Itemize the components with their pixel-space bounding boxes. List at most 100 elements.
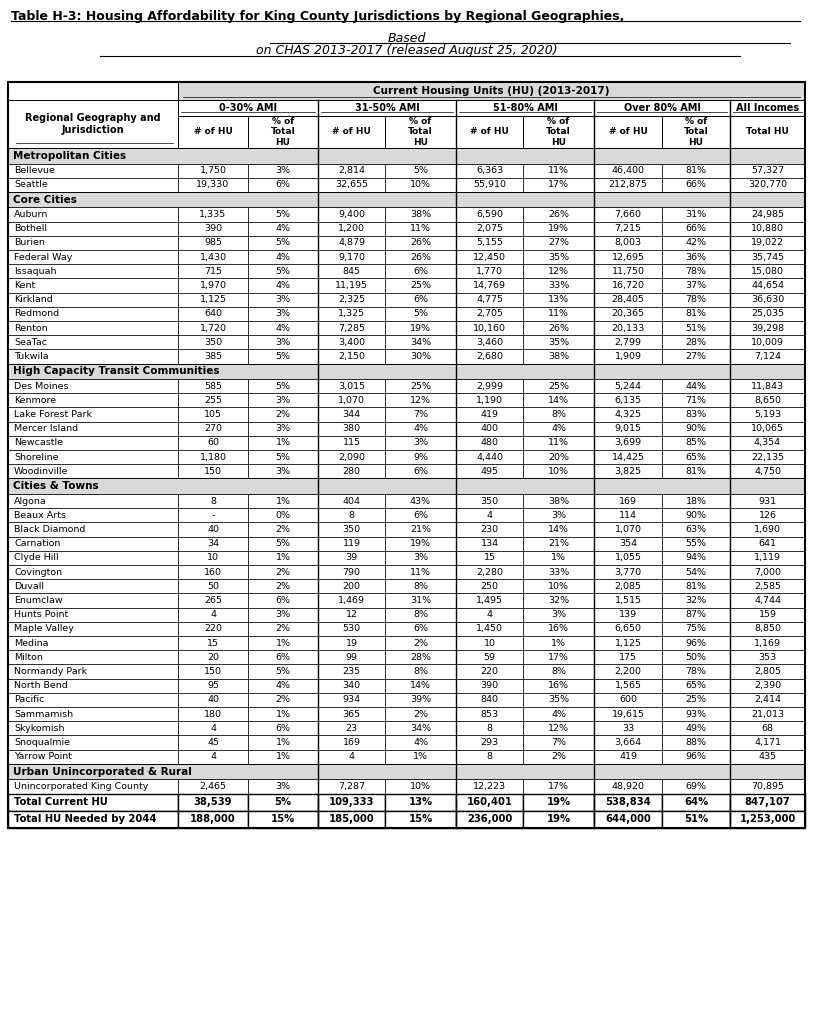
Text: 14%: 14%	[548, 396, 569, 404]
Text: Burien: Burien	[14, 239, 45, 248]
Text: 65%: 65%	[685, 681, 706, 690]
Bar	[523, 522, 594, 537]
Bar	[730, 537, 805, 551]
Text: 31%: 31%	[685, 210, 706, 219]
Text: 6%: 6%	[413, 625, 428, 634]
Bar	[594, 236, 662, 250]
Bar	[523, 750, 594, 764]
Text: 40: 40	[207, 695, 219, 705]
Text: 17%: 17%	[548, 180, 569, 189]
Bar	[523, 551, 594, 565]
Text: 8%: 8%	[551, 667, 566, 676]
Text: Kenmore: Kenmore	[14, 396, 56, 404]
Text: 11,195: 11,195	[335, 281, 368, 290]
Bar	[248, 707, 318, 721]
Text: 71%: 71%	[685, 396, 706, 404]
Bar	[456, 464, 523, 478]
Bar	[594, 794, 662, 811]
Bar	[318, 508, 385, 522]
Text: 5%: 5%	[413, 166, 428, 175]
Bar	[594, 522, 662, 537]
Text: 10: 10	[484, 639, 495, 647]
Bar	[594, 321, 662, 335]
Text: 8%: 8%	[551, 410, 566, 419]
Text: 6%: 6%	[276, 180, 290, 189]
Text: Beaux Arts: Beaux Arts	[14, 511, 66, 520]
Text: 6%: 6%	[413, 467, 428, 476]
Bar	[523, 116, 594, 148]
Bar	[385, 580, 456, 593]
Bar	[178, 464, 248, 478]
Bar	[385, 707, 456, 721]
Bar	[523, 178, 594, 191]
Bar	[318, 607, 385, 622]
Text: 95: 95	[207, 681, 219, 690]
Bar	[385, 349, 456, 364]
Bar	[730, 422, 805, 436]
Text: 83%: 83%	[685, 410, 706, 419]
Bar	[662, 208, 730, 221]
Text: 15,080: 15,080	[751, 267, 784, 275]
Text: 1%: 1%	[276, 497, 290, 506]
Text: 16%: 16%	[548, 681, 569, 690]
Bar	[8, 478, 805, 494]
Text: 1,970: 1,970	[199, 281, 227, 290]
Text: 78%: 78%	[685, 295, 706, 304]
Text: Bellevue: Bellevue	[14, 166, 54, 175]
Bar	[248, 794, 318, 811]
Text: 2%: 2%	[413, 639, 428, 647]
Bar	[594, 721, 662, 735]
Text: 99: 99	[346, 653, 358, 662]
Text: 159: 159	[759, 610, 776, 620]
Text: 39,298: 39,298	[751, 324, 784, 333]
Text: 1,720: 1,720	[199, 324, 227, 333]
Bar	[8, 693, 178, 707]
Text: Tukwila: Tukwila	[14, 352, 49, 361]
Bar	[730, 494, 805, 508]
Bar	[594, 178, 662, 191]
Text: 66%: 66%	[685, 224, 706, 233]
Bar	[178, 551, 248, 565]
Text: 5%: 5%	[276, 667, 290, 676]
Text: 26%: 26%	[410, 253, 431, 261]
Text: 105: 105	[204, 410, 222, 419]
Text: 1,180: 1,180	[199, 453, 227, 462]
Bar	[8, 321, 178, 335]
Text: 365: 365	[342, 710, 360, 719]
Text: Bothell: Bothell	[14, 224, 47, 233]
Bar	[456, 451, 523, 464]
Text: 33%: 33%	[548, 281, 569, 290]
Bar	[318, 565, 385, 580]
Bar	[385, 551, 456, 565]
Bar	[385, 665, 456, 679]
Text: 1,070: 1,070	[338, 396, 365, 404]
Text: 46,400: 46,400	[611, 166, 645, 175]
Text: 4: 4	[210, 610, 216, 620]
Bar	[8, 779, 178, 794]
Text: 1,200: 1,200	[338, 224, 365, 233]
Text: 2%: 2%	[413, 710, 428, 719]
Text: 9,400: 9,400	[338, 210, 365, 219]
Bar	[178, 650, 248, 665]
Text: 81%: 81%	[685, 582, 706, 591]
Text: Kent: Kent	[14, 281, 35, 290]
Bar	[456, 164, 523, 178]
Text: 6,650: 6,650	[615, 625, 641, 634]
Bar	[248, 522, 318, 537]
Bar	[178, 164, 248, 178]
Text: 7%: 7%	[413, 410, 428, 419]
Bar	[8, 650, 178, 665]
Text: # of HU: # of HU	[470, 128, 509, 136]
Bar	[456, 779, 523, 794]
Text: 2%: 2%	[276, 625, 290, 634]
Bar	[178, 321, 248, 335]
Bar	[730, 100, 805, 116]
Text: 3%: 3%	[551, 610, 566, 620]
Text: Snoqualmie: Snoqualmie	[14, 738, 70, 746]
Text: 480: 480	[480, 438, 498, 447]
Bar	[318, 208, 385, 221]
Text: 7,215: 7,215	[615, 224, 641, 233]
Text: 419: 419	[619, 753, 637, 761]
Text: 1%: 1%	[276, 553, 290, 562]
Bar	[318, 164, 385, 178]
